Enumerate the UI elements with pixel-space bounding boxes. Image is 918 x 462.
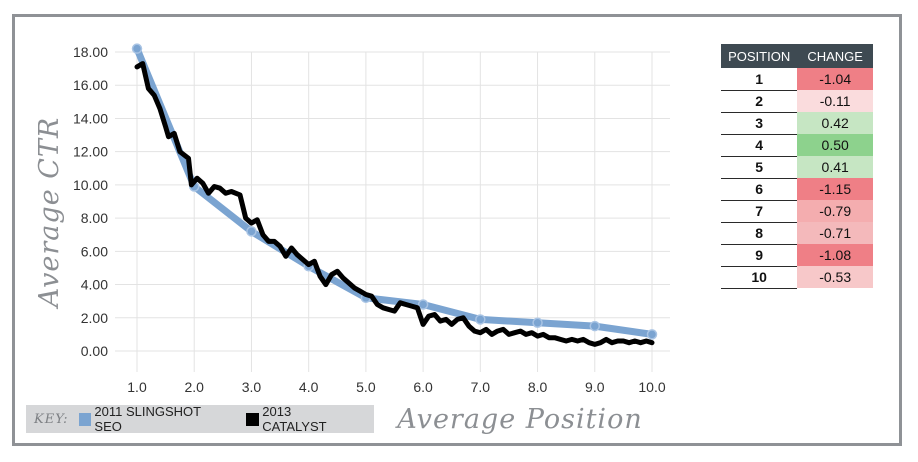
series-line-2013 [134, 61, 655, 347]
y-tick-label: 2.00 [81, 310, 108, 326]
x-tick-label: 3.0 [242, 379, 262, 395]
x-tick-label: 9.0 [585, 379, 605, 395]
cell-position: 9 [721, 244, 798, 267]
table-row: 9 -1.08 [721, 244, 873, 267]
data-point-2011 [532, 317, 543, 329]
cell-change: -1.08 [797, 244, 873, 266]
x-tick-label: 2.0 [184, 379, 204, 395]
y-tick-label: 10.00 [73, 177, 108, 193]
legend-label-2013: 2013 CATALYST [262, 404, 327, 434]
y-tick-label: 14.00 [73, 110, 108, 126]
y-tick-label: 4.00 [81, 277, 108, 293]
x-tick-label: 1.0 [127, 379, 147, 395]
x-tick-label: 5.0 [356, 379, 376, 395]
x-tick-label: 7.0 [471, 379, 491, 395]
table-row: 10 -0.53 [721, 266, 873, 289]
table-row: 6 -1.15 [721, 178, 873, 201]
data-point-2011 [417, 299, 429, 310]
series-lines [131, 43, 658, 347]
y-tick-label: 6.00 [81, 243, 108, 259]
tick-labels: 1.0 2.0 3.0 4.0 5.0 6.0 7.0 8.0 9.0 10.0 0.00 2.00 4… [73, 44, 666, 395]
cell-change: -1.04 [797, 68, 873, 90]
x-axis-label: Average Position [394, 404, 642, 435]
cell-position: 3 [721, 112, 798, 135]
table-row: 8 -0.71 [721, 222, 873, 245]
data-point-2011 [246, 226, 257, 237]
x-tick-label: 8.0 [528, 379, 548, 395]
cell-change: -0.71 [797, 222, 873, 244]
cell-position: 2 [721, 90, 798, 113]
table-row: 3 0.42 [721, 112, 873, 135]
data-point-2011 [475, 314, 486, 325]
series-line-2011 [133, 45, 656, 338]
cell-position: 5 [721, 156, 798, 179]
data-point-2011 [131, 43, 143, 54]
legend-swatch-2013 [246, 412, 260, 426]
table-row: 4 0.50 [721, 134, 873, 157]
legend-item-2013: 2013 CATALYST [246, 404, 358, 434]
table-header-row: POSITION CHANGE [721, 44, 873, 68]
y-tick-label: 0.00 [81, 343, 108, 359]
header-change: CHANGE [807, 48, 863, 64]
cell-position: 1 [721, 68, 798, 91]
cell-position: 6 [721, 178, 798, 201]
cell-change: 0.42 [797, 112, 873, 134]
cell-position: 7 [721, 200, 798, 223]
x-tick-label: 10.0 [638, 379, 665, 395]
y-tick-label: 16.00 [73, 77, 108, 93]
cell-change: -1.15 [797, 178, 873, 200]
y-tick-label: 8.00 [81, 210, 108, 226]
table-row: 1 -1.04 [721, 68, 873, 91]
cell-change: 0.50 [797, 134, 873, 156]
x-tick-label: 4.0 [299, 379, 319, 395]
x-tick-label: 6.0 [413, 379, 433, 395]
cell-position: 10 [721, 266, 798, 289]
table-row: 2 -0.11 [721, 90, 873, 113]
y-tick-label: 12.00 [73, 144, 108, 160]
position-change-table: POSITION CHANGE 1 -1.04 2 -0.11 3 0.42 4 0.50 5 0… [721, 44, 873, 289]
cell-change: -0.79 [797, 200, 873, 222]
legend-label-2011: 2011 SLINGSHOT SEO [94, 404, 201, 434]
y-axis-label: Average CTR [34, 117, 65, 310]
cell-position: 4 [721, 134, 798, 157]
header-position: POSITION [728, 48, 791, 64]
cell-change: -0.11 [797, 90, 873, 112]
table-body: 1 -1.04 2 -0.11 3 0.42 4 0.50 5 0.41 6 -1.15 7 -0.79 8… [721, 68, 873, 289]
data-point-2011 [589, 320, 601, 332]
cell-change: 0.41 [797, 156, 873, 178]
legend-item-2011: 2011 SLINGSHOT SEO [78, 404, 231, 434]
legend-title: KEY: [34, 411, 69, 427]
cell-change: -0.53 [797, 266, 873, 288]
table-row: 7 -0.79 [721, 200, 873, 223]
y-tick-label: 18.00 [73, 44, 108, 60]
legend-swatch-2011 [78, 412, 92, 426]
legend: KEY: 2011 SLINGSHOT SEO 2013 CATALYST [26, 404, 374, 434]
table-row: 5 0.41 [721, 156, 873, 179]
data-point-2011 [646, 329, 658, 340]
cell-position: 8 [721, 222, 798, 245]
